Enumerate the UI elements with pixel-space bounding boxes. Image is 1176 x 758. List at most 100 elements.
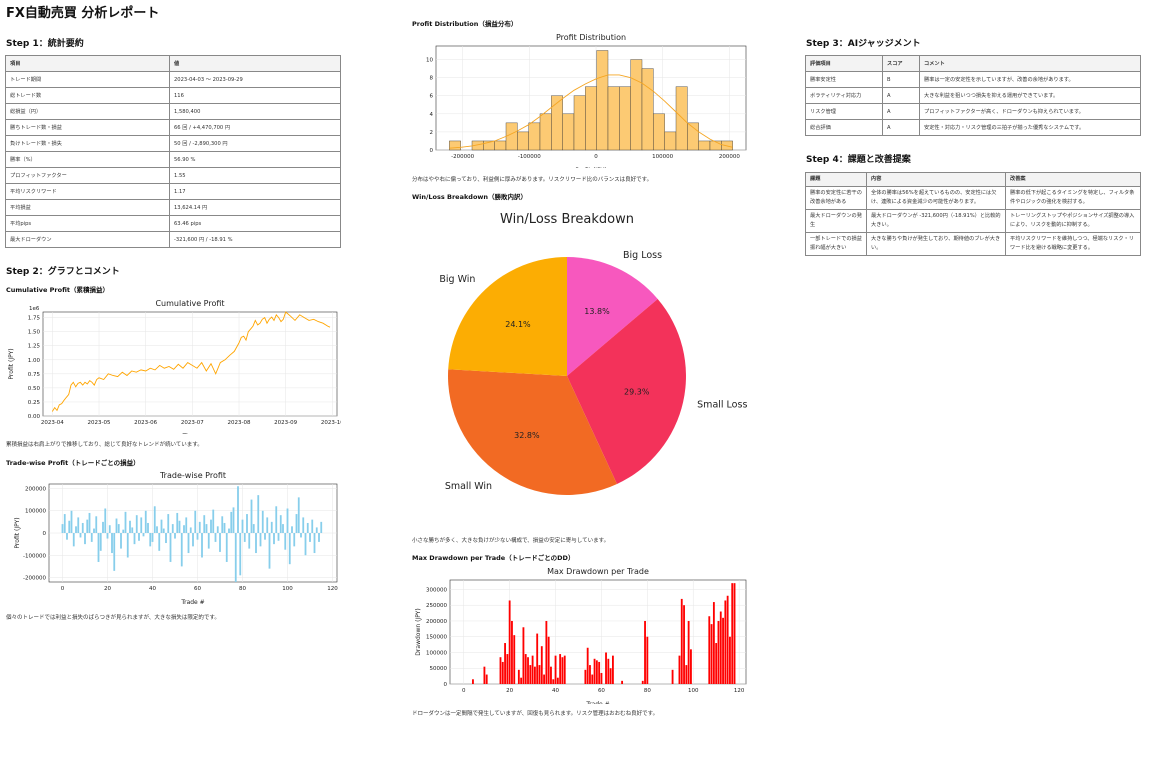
improve-row-cell: 大きな勝ちや負けが発生しており、期待値のブレが大きい。 [866, 232, 1006, 256]
drawdown-bar [646, 636, 649, 684]
judge-row-cell: リスク管理 [805, 103, 883, 120]
tradewise-comment: 個々のトレードでは利益と損失のばらつきが見られますが、大きな損失は限定的です。 [6, 615, 220, 621]
profit-bar [138, 533, 140, 541]
profit-bar [68, 520, 71, 533]
stats-row: 負けトレード数・損失 50 回 / -2,890,300 円 [5, 135, 341, 152]
drawdown-bar [678, 655, 681, 684]
profit-bar [171, 524, 174, 533]
judge-row-cell: A [882, 119, 920, 136]
x-tick-label: 40 [149, 586, 156, 592]
histogram-bar [505, 122, 518, 151]
profit-bar [144, 510, 147, 533]
profit-bar [81, 522, 84, 533]
y-tick-label: -100000 [23, 553, 46, 559]
win-loss-pie-chart: Win/Loss Breakdown 13.8% Big Loss 29.3% Smal… [439, 212, 747, 496]
drawdown-bar [708, 616, 711, 684]
drawdown-bar [527, 657, 529, 684]
profit-bar [212, 509, 215, 533]
y-tick-label: 0 [43, 531, 47, 537]
profit-bar [149, 533, 152, 547]
cumulative-subtitle: Cumulative Profit（累積損益） [6, 286, 110, 294]
distribution-comment: 分布はやや右に偏っており、利益側に厚みがあります。リスクリワード比のバランスは良… [412, 177, 653, 183]
improve-row-cell: 勝率の低下が起こるタイミングを特定し、フィルタ条件やロジックの強化を検討する。 [1005, 186, 1141, 210]
profit-bar [108, 525, 111, 533]
x-tick-label: 40 [552, 688, 559, 694]
x-tick-label: 100 [688, 688, 699, 694]
profit-bar [106, 533, 109, 539]
drawdown-bar [524, 654, 527, 684]
profit-bar [311, 519, 314, 533]
stats-row-cell: 勝率（%） [5, 151, 170, 168]
histogram-bar [607, 86, 620, 151]
pie-category-label: Big Loss [623, 250, 662, 261]
profit-bar [126, 533, 129, 558]
winloss-comment: 小さな勝ちが多く、大きな負けが少ない構成で、損益の安定に寄与しています。 [412, 538, 610, 544]
y-axis-label: Profit (JPY) [14, 517, 21, 548]
profit-bar [210, 519, 212, 533]
improve-row-cell: 勝率の安定性に若干の改善余地がある [805, 186, 867, 210]
drawdown-bar [554, 655, 557, 684]
drawdown-bar [556, 677, 559, 684]
improve-header-issue: 課題 [805, 172, 867, 187]
drawdown-bar [520, 677, 523, 684]
pie-slice [448, 369, 617, 496]
y-tick-label: 0.00 [28, 414, 41, 420]
stats-row-cell: 最大ドローダウン [5, 231, 170, 248]
drawdown-bar [600, 672, 603, 684]
profit-bar [86, 519, 89, 533]
x-axis-label: Trade # [585, 701, 609, 704]
drawdown-bar [472, 679, 474, 684]
profit-bar [122, 529, 125, 533]
winloss-subtitle: Win/Loss Breakdown（勝敗内訳） [412, 193, 528, 201]
profit-bar [225, 533, 228, 562]
x-tick-label: 2023-10 [321, 420, 341, 426]
y-tick-label: 2 [430, 130, 434, 136]
drawdown-bar [589, 665, 591, 684]
y-tick-label: 100000 [25, 509, 46, 515]
stats-row-cell: 13,624.14 円 [169, 199, 341, 216]
profit-bar [162, 528, 165, 533]
stats-row-cell: 平均リスクリワード [5, 183, 170, 200]
stats-row-cell: 総トレード数 [5, 87, 170, 104]
drawdown-bar [687, 620, 690, 684]
stats-row: トレード期間 2023-04-03 〜 2023-09-29 [5, 71, 341, 88]
stats-row-cell: 総損益（円） [5, 103, 170, 120]
profit-bar [90, 533, 93, 542]
step1-title: Step 1：統計要約 [6, 39, 84, 49]
profit-bar [120, 533, 122, 549]
stats-row-cell: 2023-04-03 〜 2023-09-29 [169, 71, 341, 88]
drawdown-bar [536, 633, 539, 684]
profit-bar [63, 514, 66, 533]
judge-header-comment: コメント [919, 55, 1141, 72]
profit-bar [297, 497, 300, 533]
stats-row: 総トレード数 116 [5, 87, 341, 104]
drawdown-bar [543, 674, 545, 684]
y-tick-label: 10 [426, 58, 433, 64]
stats-row-cell: -321,600 円 / -18.91 % [169, 231, 341, 248]
profit-bar [140, 517, 143, 533]
profit-bar [203, 515, 206, 533]
x-tick-label: 80 [644, 688, 651, 694]
histogram-bar [630, 59, 643, 151]
pie-slice [448, 257, 567, 376]
histogram-bar [698, 140, 711, 151]
chart-title: Max Drawdown per Trade [547, 567, 649, 576]
stats-row-cell: 66 回 / +4,470,700 円 [169, 119, 341, 136]
drawdown-bar [621, 680, 624, 684]
y-tick-label: 50000 [430, 666, 448, 672]
x-tick-label: 2023-07 [181, 420, 204, 426]
profit-bar [313, 533, 316, 554]
histogram-bar [721, 140, 733, 151]
profit-bar [151, 533, 154, 542]
drawdown-bar [501, 661, 504, 684]
y-tick-label: 4 [430, 112, 434, 118]
y-tick-label: 150000 [426, 635, 447, 641]
y-tick-label: 6 [430, 94, 434, 100]
profit-bar [239, 533, 242, 576]
profit-bar [302, 517, 305, 533]
pie-category-label: Small Win [445, 481, 492, 492]
profit-bar [243, 533, 246, 542]
profit-bar [95, 516, 98, 533]
histogram-bar [619, 86, 631, 151]
